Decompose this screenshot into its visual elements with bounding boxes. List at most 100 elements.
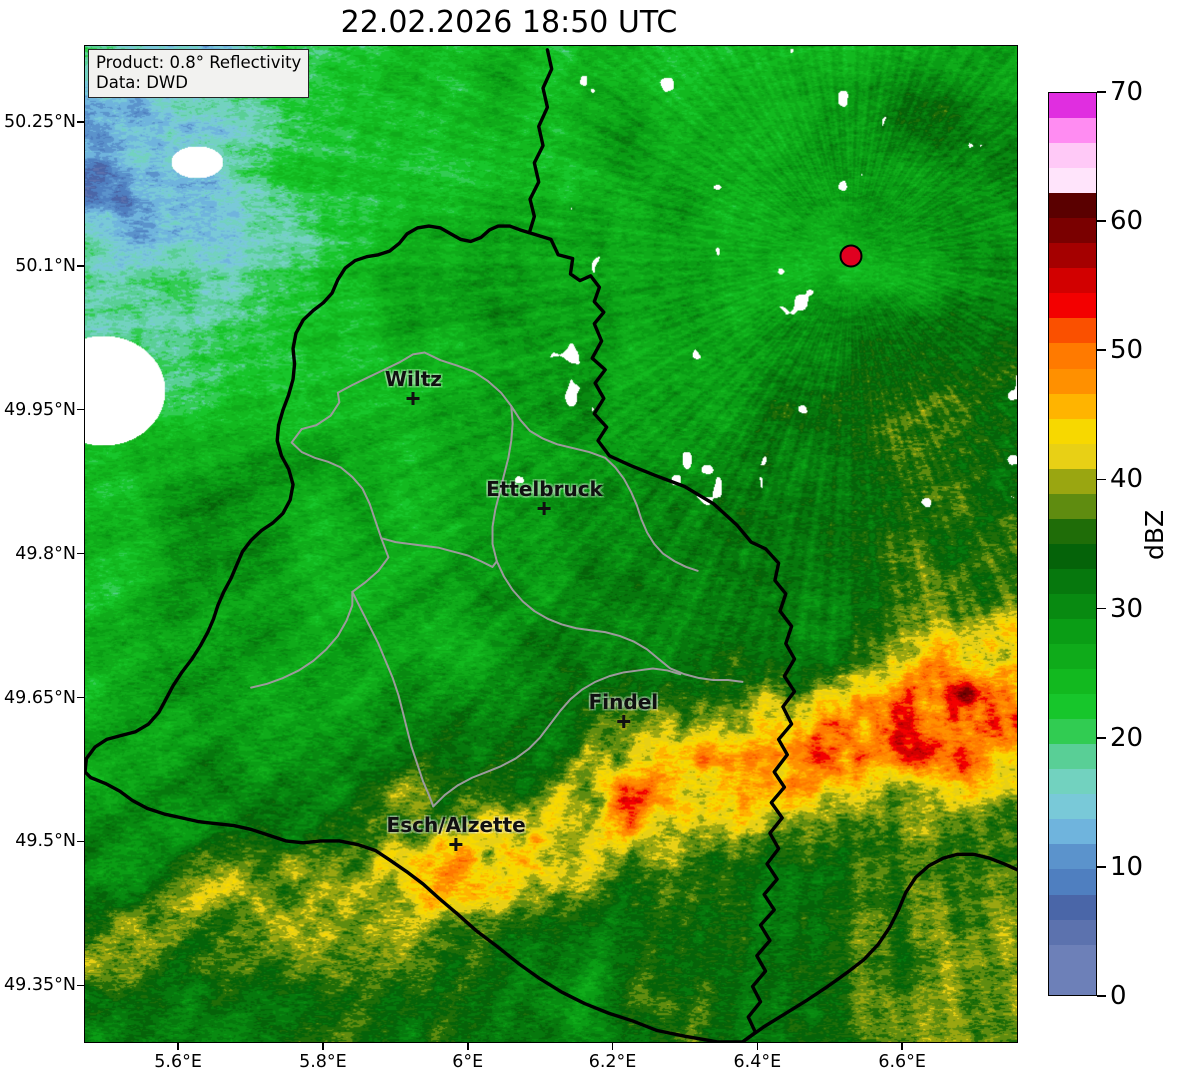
region-border-4: [380, 537, 498, 568]
colorbar-title: dBZ: [1140, 509, 1169, 560]
colorbar-band: [1049, 944, 1096, 970]
y-tick-mark: [77, 264, 84, 267]
page-title: 22.02.2026 18:50 UTC: [340, 5, 678, 40]
region-border-7: [250, 590, 354, 689]
y-tick-mark: [77, 120, 84, 123]
x-tick-label-2: 6°E: [452, 1052, 484, 1072]
colorbar-tick-mark: [1097, 607, 1106, 610]
colorbar-band: [1049, 268, 1096, 294]
region-border-6: [290, 428, 383, 540]
y-tick-label-4: 49.65°N: [4, 687, 76, 708]
colorbar-band: [1049, 844, 1096, 870]
colorbar-band: [1049, 343, 1096, 369]
product-line: Product: 0.8° Reflectivity: [96, 53, 302, 72]
colorbar-tick-label-1: 10: [1110, 851, 1144, 882]
x-tick-label-0: 5.6°E: [154, 1052, 202, 1072]
region-border-9: [351, 590, 435, 808]
colorbar-band: [1049, 894, 1096, 920]
colorbar-band: [1049, 368, 1096, 394]
colorbar-band: [1049, 719, 1096, 745]
colorbar-band: [1049, 193, 1096, 219]
colorbar-band: [1049, 93, 1096, 119]
region-border-0: [423, 351, 607, 459]
colorbar-tick-mark: [1097, 349, 1106, 352]
x-tick-mark: [322, 1043, 324, 1050]
region-border-3: [491, 405, 744, 683]
colorbar-band: [1049, 919, 1096, 945]
y-tick-mark: [77, 408, 84, 411]
colorbar-band: [1049, 869, 1096, 895]
colorbar-band: [1049, 568, 1096, 594]
colorbar-band: [1049, 468, 1096, 494]
product-info-box: Product: 0.8° Reflectivity Data: DWD: [88, 49, 310, 98]
y-tick-mark: [77, 696, 84, 699]
colorbar-tick-label-0: 0: [1110, 981, 1127, 1011]
colorbar-tick-label-7: 70: [1110, 77, 1144, 107]
colorbar-band: [1049, 393, 1096, 419]
colorbar-band: [1049, 118, 1096, 144]
x-tick-mark: [177, 1043, 179, 1050]
x-tick-label-5: 6.6°E: [878, 1052, 926, 1072]
colorbar-tick-label-6: 60: [1110, 206, 1144, 237]
colorbar-tick-label-3: 30: [1110, 593, 1144, 624]
radar-reflectivity-layer: [85, 46, 1017, 1042]
y-tick-label-3: 49.8°N: [15, 543, 76, 564]
colorbar-band: [1049, 618, 1096, 645]
colorbar-band: [1049, 218, 1096, 244]
colorbar-band: [1049, 543, 1096, 569]
colorbar-band: [1049, 443, 1096, 469]
colorbar-tick-label-4: 40: [1110, 464, 1144, 495]
colorbar-band: [1049, 243, 1096, 269]
data-source-line: Data: DWD: [96, 73, 188, 92]
radar-map-plot[interactable]: [84, 45, 1018, 1043]
colorbar-band: [1049, 669, 1096, 695]
colorbar-band: [1049, 518, 1096, 544]
region-border-1: [336, 351, 426, 394]
colorbar-tick-mark: [1097, 478, 1106, 481]
colorbar-tick-mark: [1097, 220, 1106, 222]
x-tick-mark: [466, 1043, 469, 1050]
colorbar-tick-mark: [1097, 91, 1106, 93]
colorbar-tick-mark: [1097, 736, 1106, 739]
region-border-5: [351, 537, 390, 593]
country-border-luxembourg: [85, 224, 797, 1042]
colorbar-tick-label-5: 50: [1110, 335, 1144, 366]
colorbar-band: [1049, 769, 1096, 795]
map-borders-layer: [85, 48, 1017, 1042]
country-border-southeast: [740, 852, 1017, 1042]
colorbar-band: [1049, 318, 1096, 344]
x-tick-label-3: 6.2°E: [588, 1052, 637, 1072]
y-tick-label-1: 50.1°N: [15, 255, 76, 276]
y-tick-label-2: 49.95°N: [4, 399, 76, 420]
radar-site-marker[interactable]: [839, 244, 863, 268]
y-tick-label-6: 49.35°N: [4, 975, 76, 996]
x-tick-mark: [756, 1043, 759, 1050]
y-tick-mark: [77, 552, 84, 555]
x-tick-label-1: 5.8°E: [299, 1052, 347, 1072]
y-tick-label-5: 49.5°N: [15, 831, 76, 852]
colorbar-tick-mark: [1097, 995, 1106, 997]
colorbar-band: [1049, 418, 1096, 444]
colorbar-band: [1049, 969, 1096, 995]
colorbar-band: [1049, 593, 1096, 619]
colorbar-band: [1049, 293, 1096, 319]
colorbar-tick-mark: [1097, 866, 1106, 868]
y-tick-mark: [77, 984, 84, 987]
colorbar-band: [1049, 794, 1096, 820]
x-tick-mark: [901, 1043, 903, 1050]
colorbar-band: [1049, 644, 1096, 670]
colorbar-band: [1049, 143, 1096, 169]
colorbar[interactable]: [1048, 92, 1097, 996]
country-border-north: [527, 48, 554, 235]
colorbar-band: [1049, 694, 1096, 720]
colorbar-tick-label-2: 20: [1110, 722, 1144, 753]
x-tick-mark: [611, 1043, 614, 1050]
region-border-10: [604, 456, 699, 572]
y-tick-mark: [77, 840, 84, 843]
colorbar-band: [1049, 493, 1096, 519]
region-border-2: [300, 391, 341, 431]
colorbar-band: [1049, 168, 1096, 194]
y-tick-label-0: 50.25°N: [4, 111, 76, 132]
x-tick-label-4: 6.4°E: [733, 1052, 782, 1072]
